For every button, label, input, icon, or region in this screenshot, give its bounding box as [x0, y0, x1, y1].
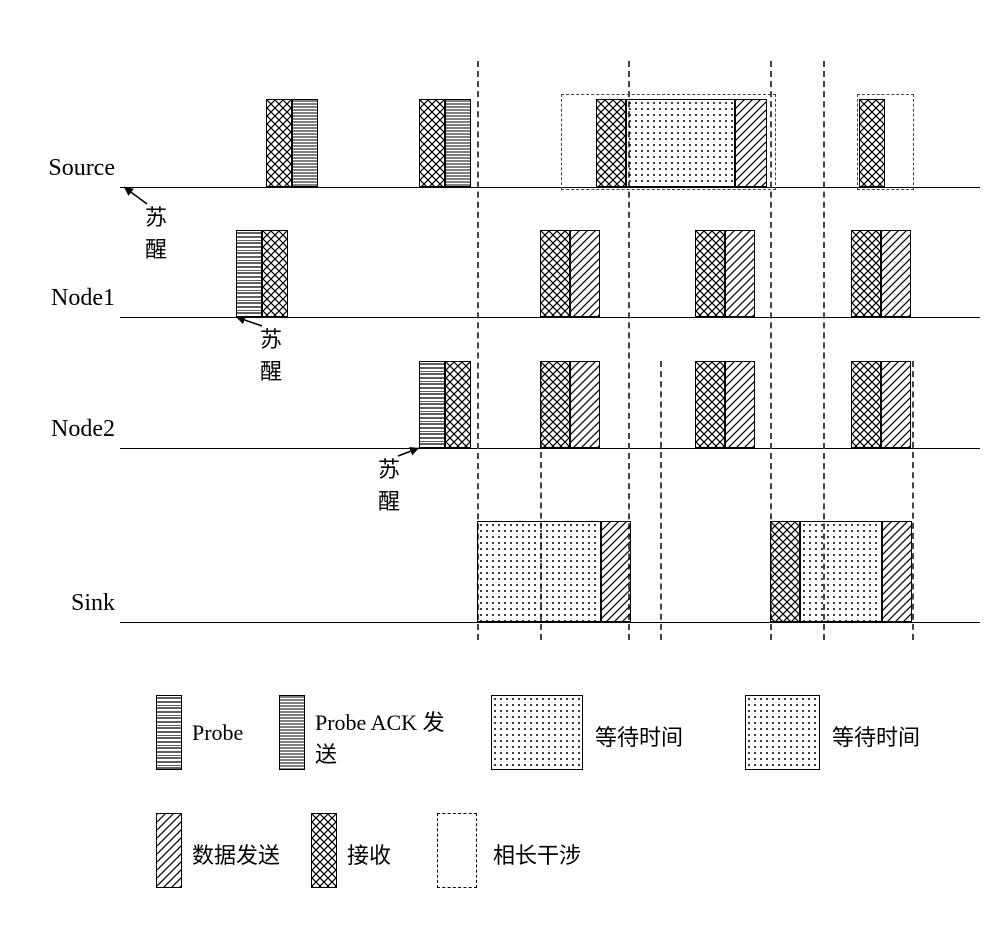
block-node1-8: [236, 230, 262, 317]
legend-label-4: 数据发送: [192, 838, 280, 870]
legend-swatch-2: [491, 695, 583, 770]
legend-swatch-5: [311, 813, 337, 888]
annotation-arrow-1: [0, 0, 1000, 942]
legend-label-5: 接收: [347, 838, 391, 870]
block-source-5: [626, 99, 735, 187]
legend-label-6: 相长干涉: [493, 838, 581, 870]
block-node1-12: [695, 230, 725, 317]
legend-swatch-3: [745, 695, 820, 770]
block-node1-10: [540, 230, 570, 317]
row-label-source: Source: [15, 155, 115, 182]
dashed-vertical-3: [660, 361, 662, 640]
legend-label-2: 等待时间: [595, 720, 683, 752]
block-source-7: [859, 99, 885, 187]
block-source-1: [292, 99, 318, 187]
row-label-sink: Sink: [15, 590, 115, 617]
annotation-arrow-2: [0, 0, 1000, 942]
block-sink-26: [770, 521, 800, 622]
block-node2-17: [445, 361, 471, 448]
block-source-2: [419, 99, 445, 187]
annotation-wakeup-1: 苏 醒: [260, 322, 282, 386]
block-node1-13: [725, 230, 755, 317]
legend-label-0: Probe: [192, 720, 243, 746]
block-source-0: [266, 99, 292, 187]
block-node1-15: [881, 230, 911, 317]
row-label-node1: Node1: [15, 285, 115, 312]
axis-node2: [120, 448, 980, 449]
row-label-node2: Node2: [15, 416, 115, 443]
block-node2-19: [570, 361, 600, 448]
legend-label-3: 等待时间: [832, 720, 920, 752]
axis-sink: [120, 622, 980, 623]
block-node2-20: [695, 361, 725, 448]
axis-node1: [120, 317, 980, 318]
legend-swatch-1: [279, 695, 305, 770]
block-sink-25: [601, 521, 631, 622]
block-node2-16: [419, 361, 445, 448]
block-node2-21: [725, 361, 755, 448]
block-sink-24: [477, 521, 601, 622]
block-source-4: [596, 99, 626, 187]
block-source-3: [445, 99, 471, 187]
dashed-vertical-6: [912, 361, 914, 640]
annotation-wakeup-2: 苏 醒: [378, 452, 400, 516]
block-node2-18: [540, 361, 570, 448]
block-node2-22: [851, 361, 881, 448]
legend-swatch-0: [156, 695, 182, 770]
block-node1-11: [570, 230, 600, 317]
block-node2-23: [881, 361, 911, 448]
block-source-6: [735, 99, 767, 187]
annotation-arrow-0: [0, 0, 1000, 942]
axis-source: [120, 187, 980, 188]
legend-swatch-4: [156, 813, 182, 888]
block-sink-27: [800, 521, 882, 622]
block-sink-28: [882, 521, 912, 622]
legend-label-1: Probe ACK 发 送: [315, 705, 445, 769]
block-node1-14: [851, 230, 881, 317]
legend-swatch-6: [437, 813, 477, 888]
annotation-wakeup-0: 苏 醒: [145, 200, 167, 264]
block-node1-9: [262, 230, 288, 317]
